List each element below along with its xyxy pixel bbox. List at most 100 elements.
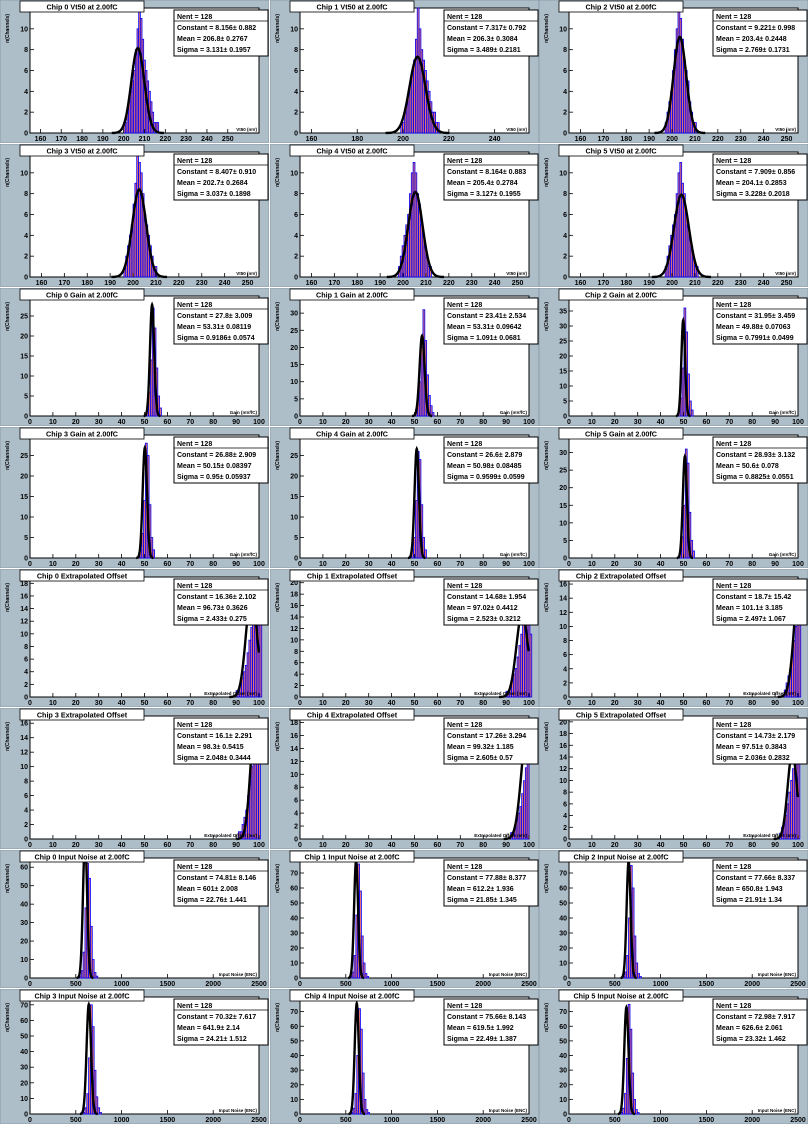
stats-sigma: Sigma = 2.605± 0.57 (447, 755, 513, 762)
x-tick-label: 0 (28, 561, 32, 568)
y-tick-label: 5 (563, 538, 567, 545)
histogram-chart: 160 170 180 190 200 210 220 230 240 250 0 2 4 6 8 10 Vt5… (0, 0, 270, 144)
x-tick-label: 70 (456, 419, 464, 426)
x-tick-label: 170 (598, 136, 610, 143)
x-axis-label: Gain (mV/fC) (230, 410, 258, 415)
title-box (289, 850, 415, 863)
histogram-pad: 160 170 180 190 200 210 220 230 240 250 0 2 4 6 8 10 Vt5… (269, 143, 540, 288)
histogram-bar (635, 1109, 638, 1115)
y-tick-label: 40 (559, 916, 567, 923)
x-tick-label: 180 (620, 136, 632, 143)
stats-constant: Constant = 26.6± 2.879 (447, 452, 522, 459)
x-tick-label: 80 (209, 700, 217, 707)
y-tick-label: 8 (294, 785, 298, 792)
x-tick-label: 0 (28, 981, 32, 988)
x-tick-label: 2000 (475, 981, 491, 988)
x-tick-label: 200 (666, 136, 678, 143)
stats-mean: Mean = 101.1± 3.185 (716, 605, 783, 612)
title-box (289, 144, 415, 157)
y-tick-label: 10 (559, 778, 567, 785)
y-tick-label: 12 (20, 750, 28, 757)
stats-mean: Mean = 96.73± 0.3626 (177, 605, 248, 612)
x-tick-label: 220 (443, 280, 455, 287)
y-tick-label: 0 (24, 976, 28, 983)
y-axis-label: n(Channels) (5, 583, 11, 612)
y-tick-label: 60 (20, 865, 28, 872)
histogram-pad: 0 10 20 30 40 50 60 70 80 90 100 0 2 4 6 8 10 12 14 16 18 20 E… (269, 568, 540, 708)
x-tick-label: 30 (365, 419, 373, 426)
x-tick-label: 40 (118, 700, 126, 707)
y-tick-label: 15 (290, 362, 298, 369)
y-tick-label: 10 (290, 961, 298, 968)
x-tick-label: 90 (771, 561, 779, 568)
y-tick-label: 20 (290, 474, 298, 481)
y-tick-label: 6 (24, 657, 28, 664)
x-tick-label: 200 (397, 280, 409, 287)
y-tick-label: 10 (20, 26, 28, 33)
x-tick-label: 170 (59, 280, 71, 287)
stats-box (443, 717, 539, 765)
y-tick-label: 16 (559, 743, 567, 750)
x-tick-label: 40 (388, 419, 396, 426)
stats-box (443, 297, 539, 345)
y-tick-label: 25 (559, 339, 567, 346)
title-box (289, 569, 415, 582)
x-axis-label: Vt50 (mV) (506, 271, 527, 276)
y-tick-label: 8 (563, 47, 567, 54)
chart-title: Chip 4 Input Noise at 2.00fC (304, 992, 399, 1001)
x-tick-label: 190 (643, 136, 655, 143)
histogram-pad: 0 500 1000 1500 2000 2500 0 10 20 30 40 50 60 Input N… (0, 849, 270, 989)
stats-mean: Mean = 49.88± 0.07063 (716, 324, 791, 331)
y-tick-label: 0 (24, 131, 28, 138)
y-tick-label: 0 (24, 275, 28, 282)
x-tick-label: 30 (95, 561, 103, 568)
stats-mean: Mean = 601± 2.008 (177, 886, 238, 893)
x-tick-label: 80 (748, 419, 756, 426)
x-tick-label: 70 (725, 561, 733, 568)
x-tick-label: 20 (342, 842, 350, 849)
x-tick-label: 90 (232, 419, 240, 426)
x-tick-label: 70 (186, 842, 194, 849)
stats-sigma: Sigma = 21.85± 1.345 (447, 897, 517, 904)
stats-sigma: Sigma = 22.49± 1.387 (447, 1036, 517, 1043)
stats-constant: Constant = 9.221± 0.998 (716, 25, 795, 32)
x-tick-label: 80 (748, 561, 756, 568)
x-tick-label: 1000 (653, 1117, 669, 1124)
histogram-chart: 0 10 20 30 40 50 60 70 80 90 100 0 5 10 15 20 25 30 Gain (… (269, 287, 540, 427)
x-tick-label: 2000 (744, 981, 760, 988)
x-tick-label: 500 (609, 1117, 621, 1124)
stats-constant: Constant = 16.36± 2.102 (177, 594, 256, 601)
x-axis-label: Extrapolated Offset (mV) (474, 833, 527, 838)
stats-entries: Nent = 128 (716, 1003, 751, 1010)
x-tick-label: 20 (611, 561, 619, 568)
y-tick-label: 0 (24, 837, 28, 844)
x-tick-label: 70 (725, 842, 733, 849)
histogram-bar (93, 972, 97, 979)
y-tick-label: 30 (559, 931, 567, 938)
x-tick-label: 50 (141, 561, 149, 568)
x-tick-label: 170 (55, 136, 67, 143)
x-tick-label: 500 (70, 1117, 82, 1124)
x-tick-label: 10 (319, 561, 327, 568)
x-tick-label: 30 (95, 419, 103, 426)
stats-constant: Constant = 74.81± 8.146 (177, 875, 256, 882)
histogram-chart: 0 10 20 30 40 50 60 70 80 90 100 0 5 10 15 20 25 Gain (mV… (0, 287, 270, 427)
y-tick-label: 8 (294, 47, 298, 54)
y-tick-label: 12 (559, 610, 567, 617)
x-tick-label: 100 (523, 842, 535, 849)
x-tick-label: 500 (609, 981, 621, 988)
stats-constant: Constant = 75.66± 8.143 (447, 1014, 526, 1021)
x-tick-label: 50 (680, 419, 688, 426)
histogram-chart: 0 500 1000 1500 2000 2500 0 10 20 30 40 50 60 70 Input… (269, 849, 540, 989)
x-tick-label: 0 (28, 700, 32, 707)
y-tick-label: 15 (290, 494, 298, 501)
y-tick-label: 8 (294, 191, 298, 198)
y-tick-label: 20 (20, 1080, 28, 1087)
y-tick-label: 4 (294, 233, 298, 240)
y-tick-label: 15 (559, 503, 567, 510)
y-tick-label: 5 (294, 535, 298, 542)
y-tick-label: 10 (290, 772, 298, 779)
x-tick-label: 80 (479, 842, 487, 849)
x-tick-label: 100 (792, 561, 804, 568)
y-tick-label: 30 (290, 931, 298, 938)
